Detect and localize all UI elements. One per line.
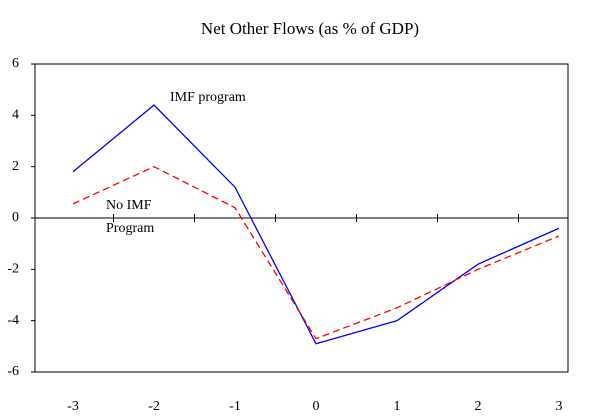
chart-title: Net Other Flows (as % of GDP) xyxy=(201,19,419,38)
y-tick-label: 6 xyxy=(12,56,19,71)
y-tick-label: 0 xyxy=(12,210,19,225)
x-tick-label: 3 xyxy=(556,399,563,414)
y-tick-label: -2 xyxy=(7,262,19,277)
x-tick-label: -1 xyxy=(229,399,241,414)
series-line xyxy=(72,165,560,340)
x-tick-label: -3 xyxy=(67,399,79,414)
x-tick-label: 0 xyxy=(313,399,320,414)
y-tick-label: 4 xyxy=(12,108,19,123)
y-tick-label: 2 xyxy=(12,159,19,174)
x-tick-label: -2 xyxy=(148,399,160,414)
y-tick-label: -4 xyxy=(7,313,19,328)
x-tick-label: 2 xyxy=(475,399,482,414)
x-tick-label: 1 xyxy=(394,399,401,414)
series-line xyxy=(72,104,560,345)
series-label: IMF program xyxy=(170,90,246,105)
series-label: No IMF Program xyxy=(106,198,155,236)
y-tick-label: -6 xyxy=(7,364,19,379)
series-label-box: No IMF Program xyxy=(106,198,155,236)
